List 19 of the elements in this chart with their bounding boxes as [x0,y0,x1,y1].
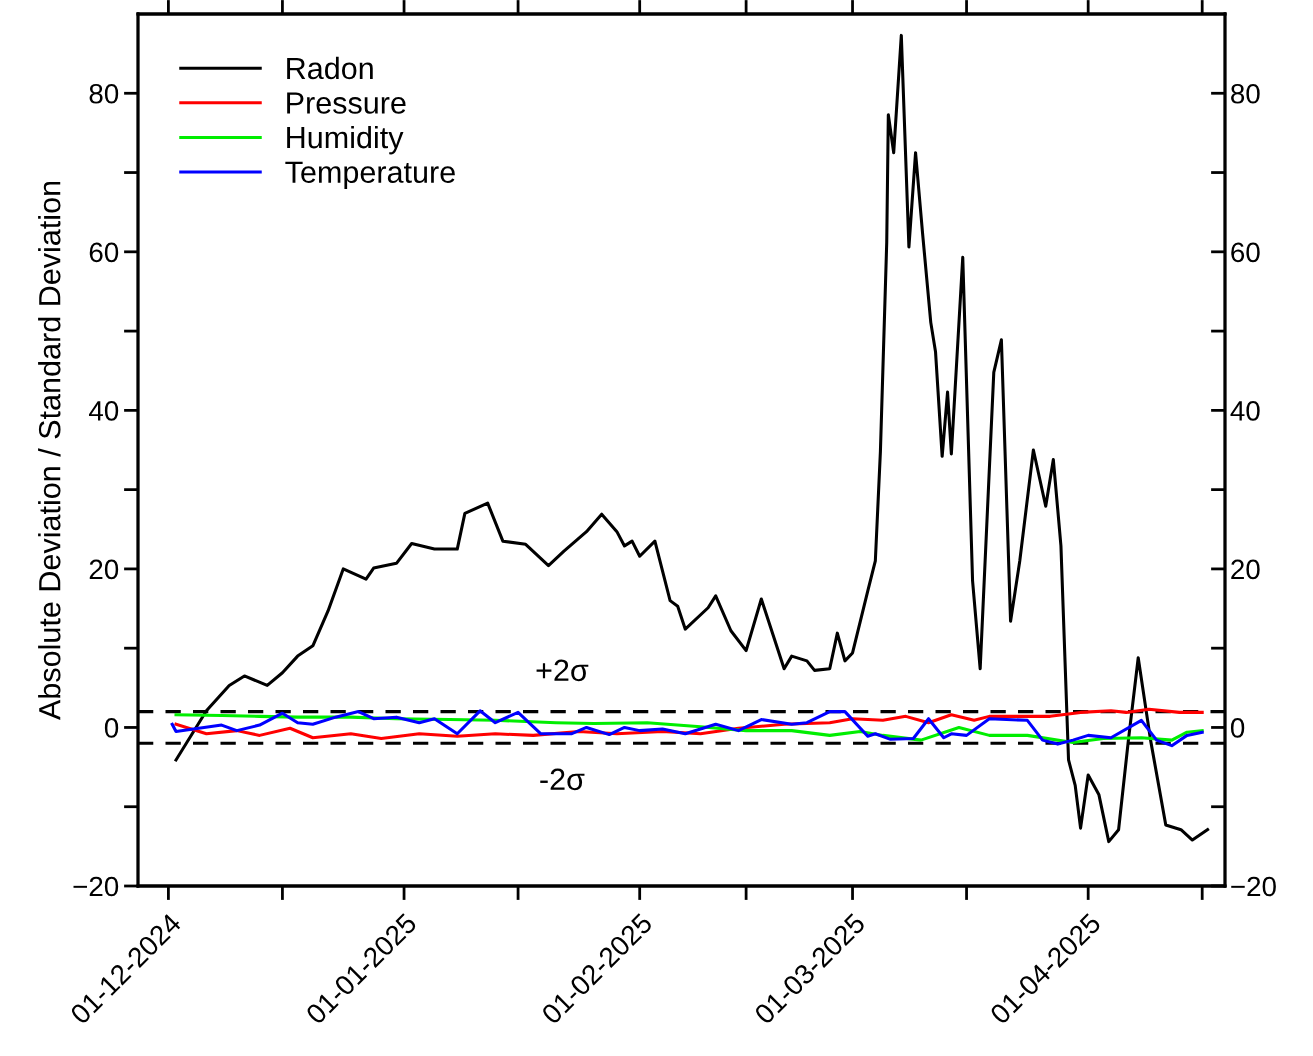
y-axis-title: Absolute Deviation / Standard Deviation [38,181,61,720]
y-tick-label: 0 [104,718,119,738]
y-tick-label: −20 [73,876,119,897]
legend-label: Radon [287,56,373,80]
y2-tick-label: 60 [1231,242,1260,263]
y-tick-label: 40 [88,401,119,421]
y-tick-label: 20 [89,559,119,580]
ref-line-label: -2σ [540,768,585,791]
y2-tick-label: 0 [1230,718,1245,738]
y-tick-label: 60 [89,242,119,263]
y2-tick-label: 20 [1231,559,1260,580]
legend-label: Pressure [287,92,406,114]
ref-line-label: +2σ [536,659,589,682]
y2-tick-label: 80 [1231,83,1260,104]
y2-tick-label: −20 [1231,876,1276,897]
y-tick-label: 80 [89,83,119,104]
y2-tick-label: 40 [1230,401,1260,421]
legend-label: Temperature [285,161,455,190]
legend-label: Humidity [287,125,404,155]
